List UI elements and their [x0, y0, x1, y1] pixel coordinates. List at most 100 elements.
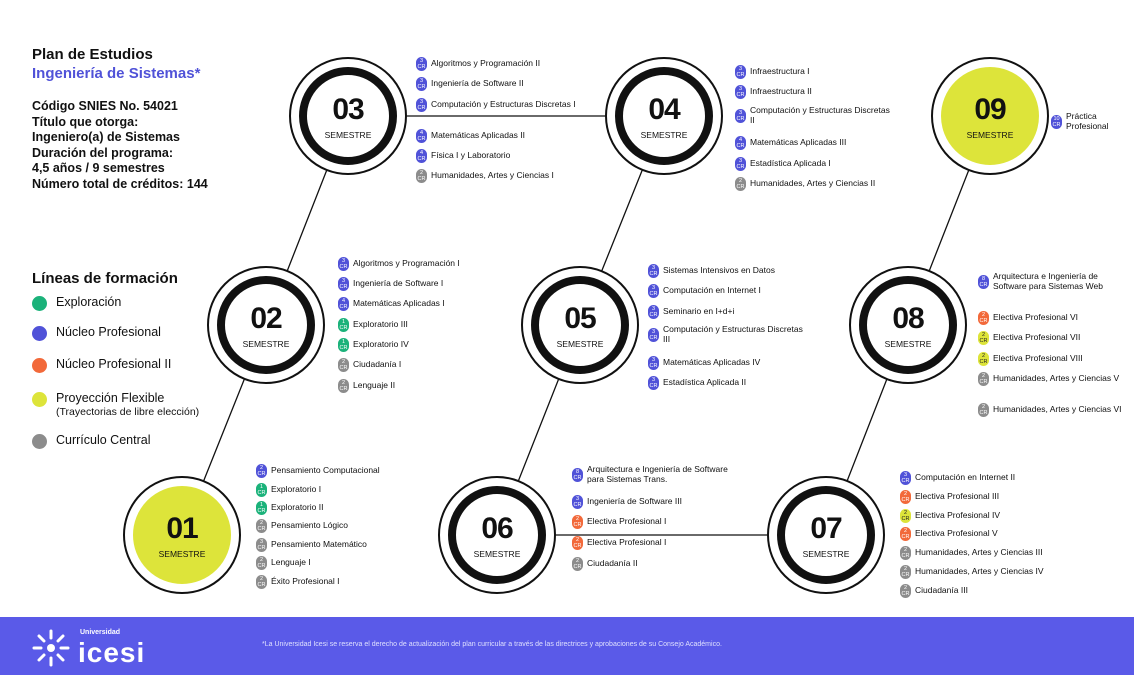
- course-item: 3 CR Computación y Estructuras Discretas I: [416, 98, 576, 112]
- legend-title: Líneas de formación: [32, 270, 178, 287]
- credit-badge: 4 CR: [416, 149, 427, 163]
- legend-label-text: Núcleo Profesional: [56, 325, 161, 339]
- course-item: 2 CR Pensamiento Computacional: [256, 464, 380, 478]
- credit-unit: CR: [257, 490, 266, 496]
- credit-unit: CR: [339, 304, 348, 310]
- legend-label: Núcleo Profesional II: [56, 357, 171, 371]
- credit-unit: CR: [573, 502, 582, 508]
- credit-unit: CR: [573, 543, 582, 549]
- course-item: 2 CR Ciudadanía I: [338, 358, 401, 372]
- credit-unit: CR: [573, 564, 582, 570]
- credit-count: 3: [903, 472, 908, 478]
- course-item: 3 CR Computación y Estructuras Discretas I…: [735, 105, 895, 125]
- credit-count: 3: [738, 86, 743, 92]
- credit-unit: CR: [901, 572, 910, 578]
- credit-unit: CR: [339, 386, 348, 392]
- course-item: 3 CR Pensamiento Matemático: [256, 538, 367, 552]
- brand-name: icesi: [78, 637, 146, 668]
- course-name: Electiva Profesional III: [915, 491, 1000, 502]
- course-name: Lenguaje I: [271, 557, 311, 568]
- credit-unit: CR: [573, 522, 582, 528]
- course-name: Estadística Aplicada I: [750, 158, 831, 169]
- credit-badge: 2 CR: [572, 557, 583, 571]
- credit-badge: 3 CR: [735, 108, 746, 123]
- credit-unit: CR: [257, 563, 266, 569]
- credit-count: 3: [651, 377, 656, 383]
- course-name: Matemáticas Aplicadas III: [750, 137, 847, 148]
- credit-count: 3: [738, 66, 743, 72]
- credit-count: 3: [419, 99, 424, 105]
- page-title: Plan de Estudios: [32, 46, 153, 63]
- course-name: Pensamiento Computacional: [271, 465, 380, 476]
- course-item: 2 CR Humanidades, Artes y Ciencias V: [978, 372, 1119, 386]
- course-item: 1 CR Exploratorio II: [256, 501, 323, 515]
- credit-unit: CR: [901, 516, 910, 522]
- credit-count: 2: [575, 537, 580, 543]
- course-name: Humanidades, Artes y Ciencias I: [431, 170, 554, 181]
- credit-badge: 3 CR: [338, 277, 349, 291]
- credit-badge: 2 CR: [900, 490, 911, 504]
- course-name: Exploratorio II: [271, 502, 324, 513]
- credit-unit: CR: [417, 176, 426, 182]
- credit-badge: 3 CR: [735, 85, 746, 99]
- course-item: 2 CR Humanidades, Artes y Ciencias II: [735, 177, 875, 191]
- course-name: Electiva Profesional VI: [993, 312, 1079, 323]
- credit-badge: 2 CR: [572, 536, 583, 550]
- course-item: 2 CR Éxito Profesional I: [256, 575, 340, 589]
- credit-unit: CR: [649, 363, 658, 369]
- course-item: 1 CR Exploratorio IV: [338, 338, 409, 352]
- credit-count: 2: [981, 332, 986, 338]
- semester-circle: [448, 486, 546, 584]
- credit-unit: CR: [339, 284, 348, 290]
- credit-badge: 3 CR: [648, 356, 659, 370]
- course-name: Arquitectura e Ingeniería de Software pa…: [993, 271, 1103, 291]
- course-name: Humanidades, Artes y Ciencias II: [750, 178, 876, 189]
- course-item: 3 CR Seminario en I+d+i: [648, 305, 734, 319]
- credit-count: 2: [981, 312, 986, 318]
- course-name: Ciudadanía I: [353, 359, 402, 370]
- course-name: Algoritmos y Programación II: [431, 58, 541, 69]
- credit-badge: 4 CR: [338, 297, 349, 311]
- credit-unit: CR: [736, 115, 745, 122]
- credit-unit: CR: [339, 325, 348, 331]
- course-name: Exploratorio IV: [353, 339, 409, 350]
- legend-label-text: Currículo Central: [56, 433, 151, 447]
- credit-unit: CR: [257, 508, 266, 514]
- credit-count: 2: [903, 491, 908, 497]
- credit-badge: 3 CR: [416, 98, 427, 112]
- course-item: 4 CR Física I y Laboratorio: [416, 149, 510, 163]
- credit-unit: CR: [649, 312, 658, 318]
- credit-unit: CR: [736, 143, 745, 149]
- course-item: 4 CR Matemáticas Aplicadas III: [735, 136, 846, 150]
- course-item: 2 CR Electiva Profesional VII: [978, 331, 1080, 345]
- course-item: 2 CR Ciudadanía II: [572, 557, 638, 571]
- course-name: Sistemas Intensivos en Datos: [663, 265, 775, 276]
- course-item: 2 CR Humanidades, Artes y Ciencias IV: [900, 565, 1044, 579]
- credit-badge: 4 CR: [735, 136, 746, 150]
- credit-badge: 3 CR: [416, 57, 427, 71]
- semester-label: SEMESTRE: [473, 549, 521, 559]
- info-line: Código SNIES No. 54021: [32, 99, 178, 113]
- credit-count: 2: [903, 585, 908, 591]
- semester-number: 01: [166, 512, 198, 545]
- credit-badge: 3 CR: [648, 376, 659, 390]
- course-item: 2 CR Electiva Profesional I: [572, 515, 666, 529]
- program-info: Código SNIES No. 54021 Título que otorga…: [32, 99, 208, 192]
- course-name: Computación en Internet I: [663, 285, 761, 296]
- course-name: Estadística Aplicada II: [663, 377, 747, 388]
- semester-circle: [217, 276, 315, 374]
- credit-badge: 2 CR: [900, 509, 911, 523]
- credit-count: 3: [575, 496, 580, 502]
- course-name: Humanidades, Artes y Ciencias IV: [915, 566, 1044, 577]
- credit-unit: CR: [736, 72, 745, 78]
- credit-unit: CR: [417, 156, 426, 162]
- credit-count: 2: [903, 510, 908, 516]
- credit-unit: CR: [257, 471, 266, 477]
- credit-badge: 3 CR: [648, 327, 659, 342]
- brand-small: Universidad: [80, 629, 121, 636]
- credit-unit: CR: [901, 478, 910, 484]
- credit-unit: CR: [417, 136, 426, 142]
- credit-unit: CR: [901, 497, 910, 503]
- course-name: Humanidades, Artes y Ciencias V: [993, 373, 1120, 384]
- course-name: Electiva Profesional I: [587, 516, 667, 527]
